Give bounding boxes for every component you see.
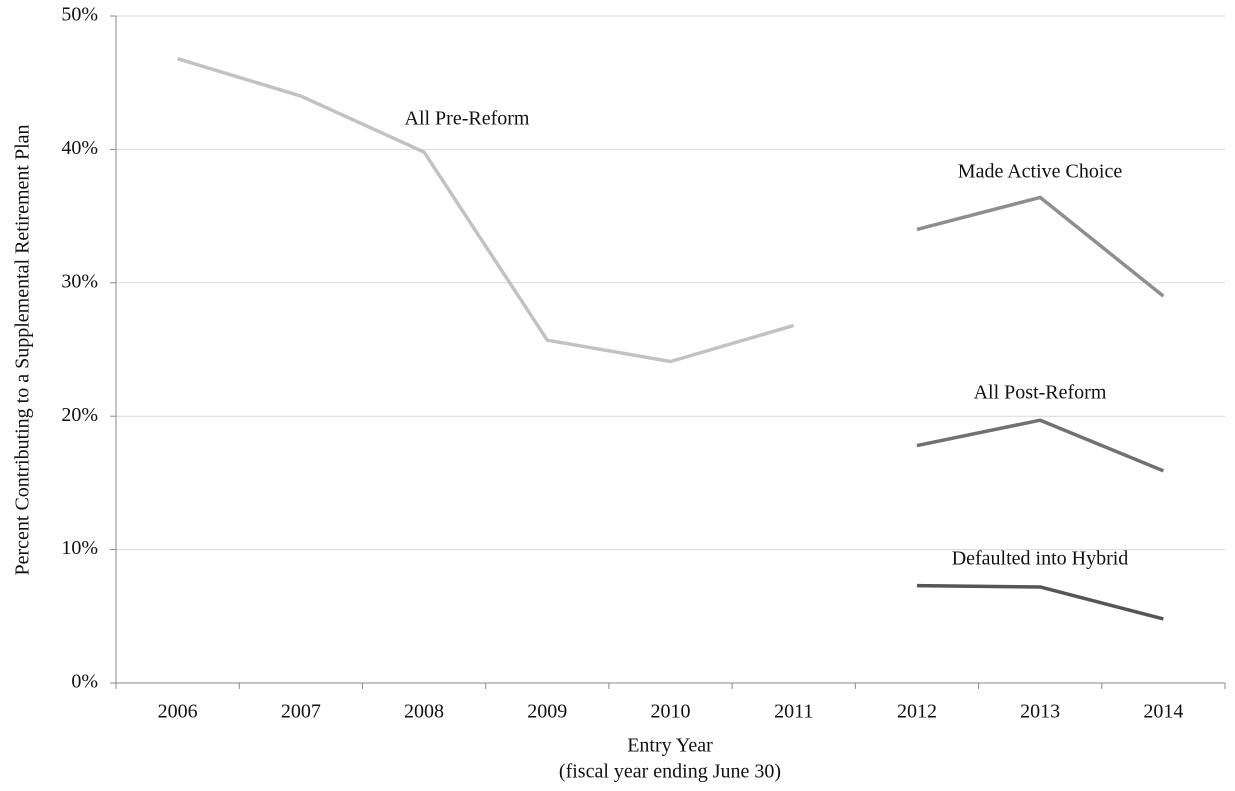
y-tick-label: 10%	[61, 537, 98, 559]
x-tick-label: 2007	[281, 701, 321, 723]
series-label: All Post-Reform	[974, 382, 1107, 404]
x-tick-label: 2009	[527, 701, 567, 723]
x-tick-label: 2006	[158, 701, 198, 723]
y-tick-label: 0%	[71, 671, 98, 693]
y-tick-label: 50%	[61, 4, 98, 26]
x-axis-title: Entry Year	[627, 735, 713, 757]
x-tick-label: 2008	[404, 701, 444, 723]
x-tick-label: 2010	[651, 701, 691, 723]
series-label: Defaulted into Hybrid	[952, 548, 1129, 570]
y-axis-title: Percent Contributing to a Supplemental R…	[12, 124, 34, 575]
series-line	[916, 195, 1165, 298]
series-label: Made Active Choice	[958, 161, 1123, 183]
series-line	[916, 418, 1165, 473]
x-tick-label: 2011	[774, 701, 813, 723]
y-tick-label: 40%	[61, 137, 98, 159]
y-tick-label: 20%	[61, 404, 98, 426]
series-label: All Pre-Reform	[405, 108, 530, 130]
y-tick-label: 30%	[61, 270, 98, 292]
x-tick-label: 2014	[1143, 701, 1183, 723]
x-tick-label: 2013	[1020, 701, 1060, 723]
series-line	[916, 583, 1164, 621]
x-tick-label: 2012	[897, 701, 937, 723]
x-axis-subtitle: (fiscal year ending June 30)	[559, 761, 781, 783]
series-line	[177, 57, 795, 364]
